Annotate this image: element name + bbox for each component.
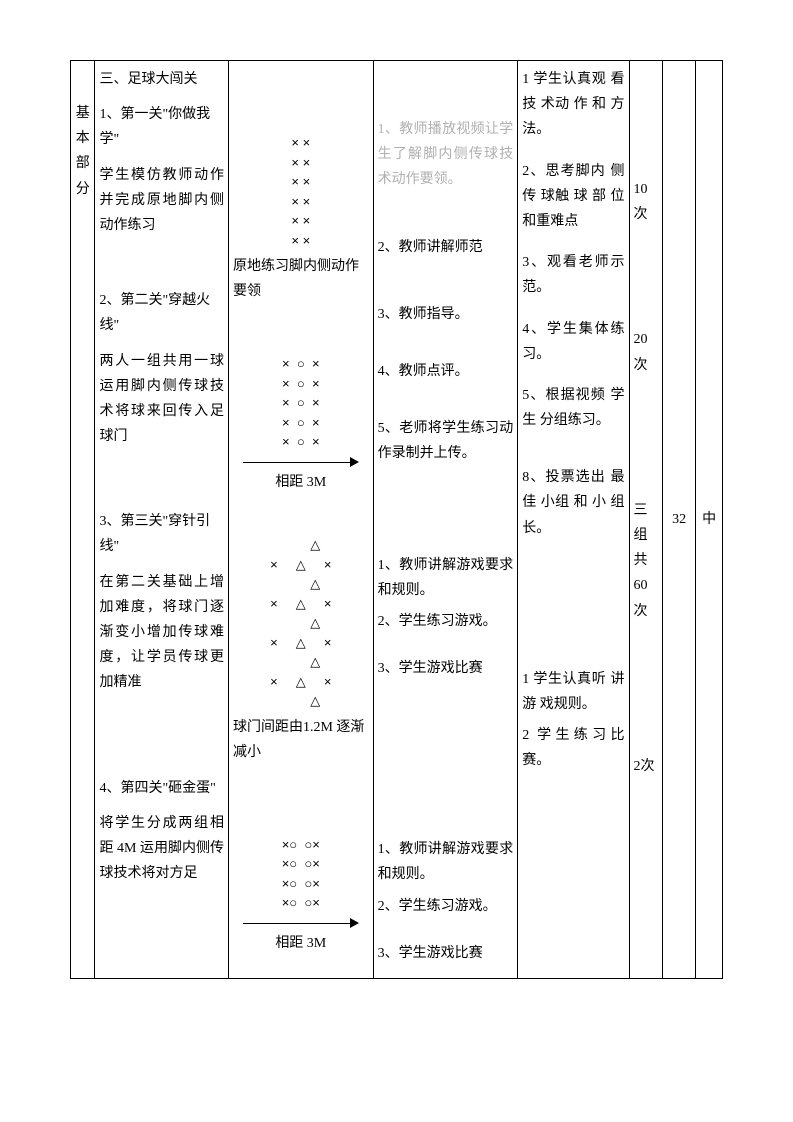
student-item: 1 学生认真观 看 技 术动 作 和 方法。 [522,67,624,143]
diagram1-caption: 原地练习脚内侧动作要领 [233,254,369,304]
stage4-text: 将学生分成两组相距 4M 运用脚内侧传球技术将对方足 [99,811,224,887]
student-activity-cell: 1 学生认真观 看 技 术动 作 和 方法。 2、思考脚内 侧 传 球触 球 部… [518,61,629,979]
student-item: 8、投票选出 最 佳 小组 和 小 组长。 [522,465,624,541]
student-item: 2、思考脚内 侧 传 球触 球 部 位和重难点 [522,159,624,235]
rep-value: 2次 [634,754,658,779]
section-label-char: 部 [75,151,90,176]
stage3-text: 在第二关基础上增加难度，将球门逐渐变小增加传球难度，让学员传球更加精准 [99,570,224,696]
section-label-cell: 基 本 部 分 [71,61,95,979]
time-value: 32 [667,507,691,532]
rep-value: 三组共60次 [634,498,658,624]
arrow-icon [243,917,359,929]
intensity-cell: 中 [696,61,723,979]
teacher-activity-cell: 1、教师播放视频让学生了解脚内侧传球技术动作要领。 2、教师讲解师范 3、教师指… [373,61,518,979]
time-cell: 32 [662,61,695,979]
teacher-item: 2、教师讲解师范 [378,235,514,260]
stage1-text: 学生模仿教师动作并完成原地脚内侧动作练习 [99,163,224,239]
teacher-item: 1、教师播放视频让学生了解脚内侧传球技术动作要领。 [378,117,514,193]
teacher-item: 3、教师指导。 [378,302,514,327]
intensity-value: 中 [700,507,718,532]
diagram2-caption: 相距 3M [233,470,369,495]
diagram1: × × × × × × × × × × × × [233,133,369,250]
section-label-char: 本 [75,126,90,151]
student-item: 2 学生练习比赛。 [522,723,624,773]
diagram4: ×○ ○× ×○ ○× ×○ ○× ×○ ○× [233,835,369,913]
rep-value: 20次 [634,327,658,377]
diagram3-caption: 球门间距由1.2M 逐渐减小 [233,715,369,765]
teacher-item: 3、学生游戏比赛 [378,941,514,966]
teacher-item: 3、学生游戏比赛 [378,656,514,681]
teacher-item: 1、教师讲解游戏要求和规则。 [378,837,514,887]
teacher-item: 2、学生练习游戏。 [378,894,514,919]
teaching-content-cell: 三、足球大闯关 1、第一关"你做我学" 学生模仿教师动作并完成原地脚内侧动作练习… [95,61,229,979]
stage4-heading: 4、第四关"砸金蛋" [99,776,224,801]
student-item: 5、根据视频 学 生 分组练习。 [522,383,624,433]
rep-value: 10次 [634,177,658,227]
teacher-item: 1、教师讲解游戏要求和规则。 [378,553,514,603]
diagram3: △ × △ × △ × △ × △ × △ × △ × △ × △ [233,535,369,711]
teacher-item: 5、老师将学生练习动作录制并上传。 [378,416,514,466]
teacher-item: 4、教师点评。 [378,359,514,384]
diagram2: × ○ × × ○ × × ○ × × ○ × × ○ × [233,354,369,452]
section-label-char: 分 [75,177,90,202]
stage3-heading: 3、第三关"穿针引线" [99,509,224,559]
stage2-heading: 2、第二关"穿越火线" [99,288,224,338]
teacher-item: 2、学生练习游戏。 [378,609,514,634]
student-item: 4、学生集体练习。 [522,317,624,367]
diagram-cell: × × × × × × × × × × × × 原地练习脚内侧动作要领 × ○ … [228,61,373,979]
repetition-cell: 10次 20次 三组共60次 2次 [629,61,662,979]
stage2-text: 两人一组共用一球运用脚内侧传球技术将球来回传入足球门 [99,349,224,450]
section-title: 三、足球大闯关 [99,67,224,92]
section-label-char: 基 [75,101,90,126]
student-item: 1 学生认真听 讲 游 戏规则。 [522,667,624,717]
section-label: 基 本 部 分 [75,101,90,202]
arrow-icon [243,456,359,468]
diagram4-caption: 相距 3M [233,931,369,956]
lesson-plan-table: 基 本 部 分 三、足球大闯关 1、第一关"你做我学" 学生模仿教师动作并完成原… [70,60,723,979]
stage1-heading: 1、第一关"你做我学" [99,102,224,152]
student-item: 3、观看老师示范。 [522,250,624,300]
